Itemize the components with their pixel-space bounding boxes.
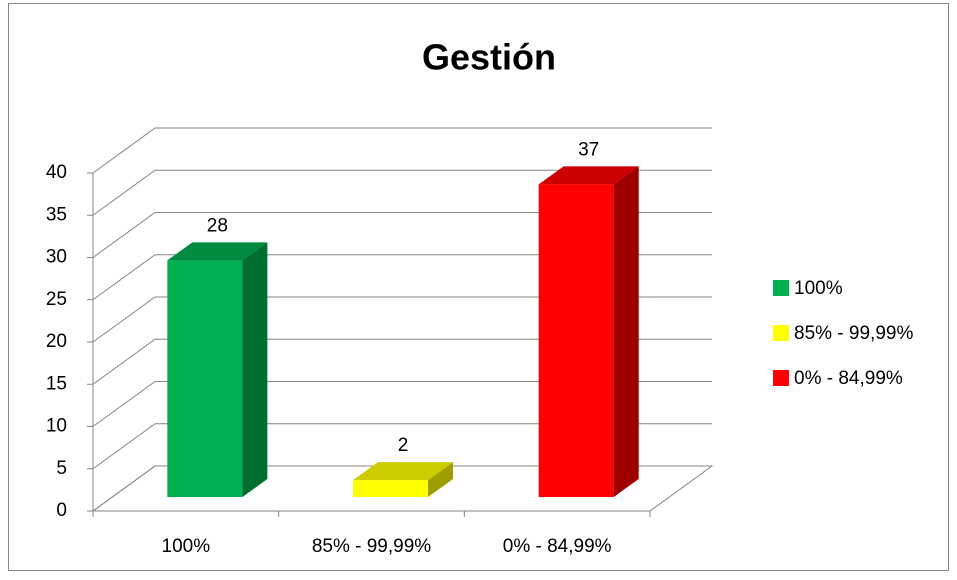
legend-swatch [773,325,789,341]
y-tick-label: 30 [46,247,67,268]
bar-side [613,166,639,497]
bar-side-shade [242,242,268,497]
x-tick-label: 100% [162,536,211,557]
y-tick-label: 10 [46,416,67,437]
y-tick-label: 35 [46,204,67,225]
grid-line [92,254,712,301]
legend-label: 0% - 84,99% [794,368,903,389]
grid-line [92,465,712,512]
grid-line [92,423,712,470]
x-tick-label: 85% - 99,99% [312,536,431,557]
bar-side [428,462,453,497]
data-label: 28 [207,215,228,236]
legend-label: 85% - 99,99% [794,323,913,344]
grid-line [92,212,712,258]
bar [167,242,268,497]
x-tick-label: 0% - 84,99% [503,536,612,557]
data-label: 2 [398,435,409,456]
y-tick-label: 15 [46,373,67,394]
y-tick-label: 40 [46,162,67,183]
bar-side [242,242,268,497]
y-tick-label: 25 [46,289,67,310]
bar [353,462,453,497]
legend-swatch [773,370,789,386]
y-tick-label: 20 [46,331,67,352]
legend-label: 100% [794,278,843,299]
bar-front [353,480,428,497]
bar-front [538,184,614,497]
bar-top [167,242,268,261]
bar-side-shade [428,462,453,497]
legend-swatch [773,280,789,296]
y-tick-label: 5 [56,458,67,479]
bar-top [538,166,639,185]
grid-line [92,338,712,385]
bar-top-shade [353,462,453,481]
y-tick-label: 0 [56,500,67,521]
grid-line [92,127,712,174]
bar-top-shade [538,166,639,185]
bar-top-shade [167,242,268,261]
data-label: 37 [578,139,599,160]
bar-front [167,260,243,497]
chart-frame [8,3,949,571]
chart-title: Gestión [422,37,556,78]
bar [538,166,639,497]
grid-line [92,296,712,343]
grid-line [92,381,712,427]
bar-top [353,462,453,481]
bar-side-shade [613,166,639,497]
grid-line [92,169,712,216]
